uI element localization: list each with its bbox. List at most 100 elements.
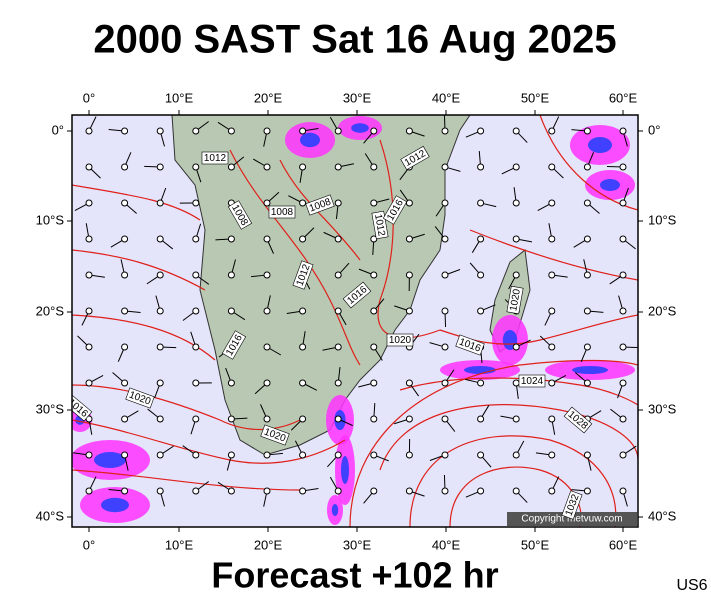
lat-label-right: 10°S	[648, 212, 677, 227]
station	[478, 236, 484, 242]
lon-label-bottom: 0°	[83, 537, 95, 552]
precip-core	[101, 498, 129, 512]
station	[122, 344, 128, 350]
station	[513, 164, 519, 170]
station	[157, 128, 163, 134]
station	[549, 128, 555, 134]
station	[335, 380, 341, 386]
station	[122, 308, 128, 314]
isobar-label-text: 1008	[271, 207, 294, 218]
station	[300, 308, 306, 314]
lat-label-left: 20°S	[36, 303, 65, 318]
station	[300, 236, 306, 242]
station	[406, 380, 412, 386]
station	[442, 488, 448, 494]
station	[620, 164, 626, 170]
isobar-label: 1012	[202, 152, 228, 164]
station	[549, 164, 555, 170]
station	[549, 344, 555, 350]
station	[300, 164, 306, 170]
station	[300, 416, 306, 422]
lat-label-left: 40°S	[36, 508, 65, 523]
station	[264, 380, 270, 386]
precip-core	[300, 133, 320, 147]
station	[478, 272, 484, 278]
station	[86, 380, 92, 386]
station	[478, 200, 484, 206]
station	[584, 344, 590, 350]
station	[513, 416, 519, 422]
station	[157, 344, 163, 350]
station	[371, 272, 377, 278]
model-code: US6	[676, 577, 707, 594]
station	[442, 236, 448, 242]
station	[549, 488, 555, 494]
station	[335, 488, 341, 494]
station	[228, 416, 234, 422]
station	[620, 308, 626, 314]
station	[406, 236, 412, 242]
station	[122, 236, 128, 242]
station	[122, 488, 128, 494]
station	[584, 128, 590, 134]
station	[442, 416, 448, 422]
lon-label-bottom: 60°E	[609, 537, 638, 552]
station	[264, 308, 270, 314]
station	[193, 272, 199, 278]
station	[620, 236, 626, 242]
station	[478, 308, 484, 314]
lon-label-bottom: 30°E	[343, 537, 372, 552]
station	[193, 416, 199, 422]
station	[406, 416, 412, 422]
station	[193, 488, 199, 494]
station	[264, 488, 270, 494]
station	[584, 236, 590, 242]
station	[371, 128, 377, 134]
station	[478, 128, 484, 134]
lat-label-right: 20°S	[648, 303, 677, 318]
barb	[144, 166, 157, 167]
station	[157, 380, 163, 386]
station	[513, 344, 519, 350]
title: 2000 SAST Sat 16 Aug 2025	[93, 18, 616, 62]
station	[264, 164, 270, 170]
station	[371, 452, 377, 458]
station	[264, 272, 270, 278]
lon-label-top: 0°	[83, 90, 95, 105]
lon-label-top: 60°E	[609, 90, 638, 105]
station	[335, 164, 341, 170]
station	[406, 452, 412, 458]
station	[513, 200, 519, 206]
station	[157, 200, 163, 206]
station	[86, 236, 92, 242]
lon-label-top: 10°E	[165, 90, 194, 105]
station	[122, 164, 128, 170]
station	[193, 200, 199, 206]
isobar-label-text: 1012	[204, 153, 227, 164]
station	[193, 308, 199, 314]
station	[335, 452, 341, 458]
station	[620, 200, 626, 206]
station	[86, 164, 92, 170]
station	[549, 236, 555, 242]
station	[442, 344, 448, 350]
lat-label-right: 40°S	[648, 508, 677, 523]
lat-label-right: 0°	[648, 122, 660, 137]
station	[513, 488, 519, 494]
station	[371, 344, 377, 350]
station	[442, 272, 448, 278]
station	[442, 308, 448, 314]
lon-label-top: 50°E	[521, 90, 550, 105]
isobar-label: 1024	[519, 375, 545, 387]
lat-label-left: 30°S	[36, 401, 65, 416]
lon-label-bottom: 50°E	[521, 537, 550, 552]
station	[86, 488, 92, 494]
isobar-label-text: 1024	[521, 376, 544, 387]
station	[122, 416, 128, 422]
station	[228, 308, 234, 314]
station	[406, 488, 412, 494]
station	[300, 452, 306, 458]
station	[300, 380, 306, 386]
